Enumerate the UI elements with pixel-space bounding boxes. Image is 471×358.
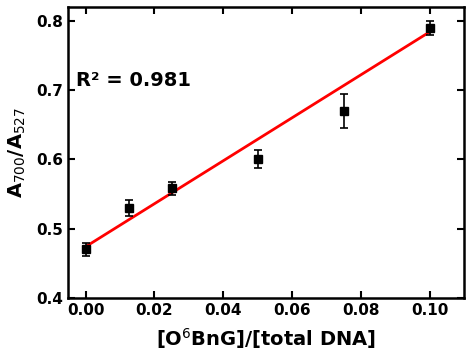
Y-axis label: A$_{700}$/A$_{527}$: A$_{700}$/A$_{527}$ [7, 107, 28, 198]
X-axis label: [O$^6$BnG]/[total DNA]: [O$^6$BnG]/[total DNA] [156, 326, 376, 351]
Text: R² = 0.981: R² = 0.981 [76, 71, 191, 90]
